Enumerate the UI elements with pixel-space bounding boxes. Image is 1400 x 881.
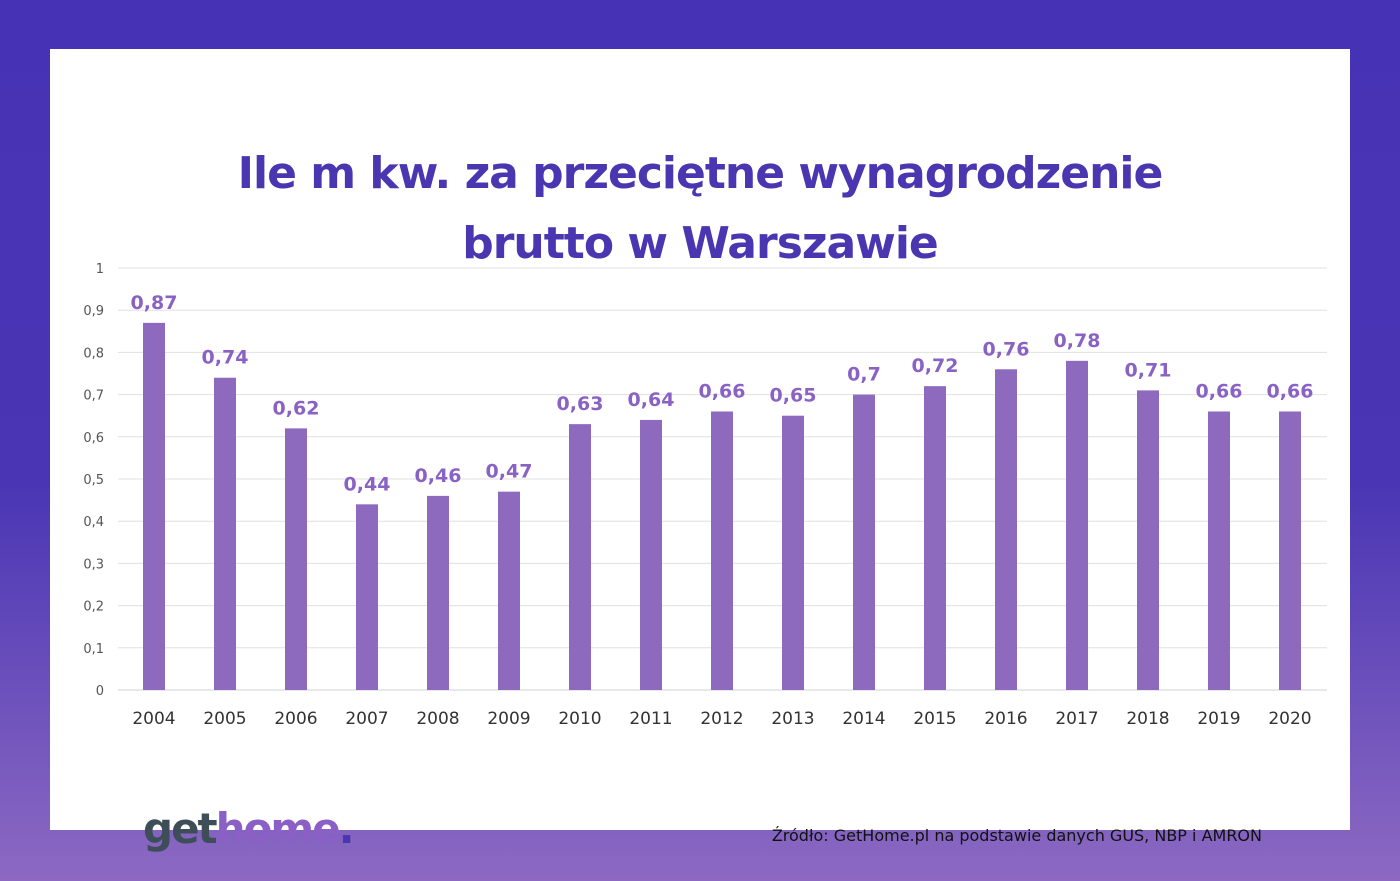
- bar: [569, 424, 591, 690]
- bar: [853, 394, 875, 690]
- bar: [711, 411, 733, 690]
- bar: [640, 419, 662, 690]
- data-label: 0,66: [1267, 380, 1314, 402]
- bar: [285, 428, 307, 690]
- data-label: 0,63: [557, 393, 604, 415]
- x-tick-label: 2012: [700, 709, 743, 729]
- x-tick-label: 2006: [274, 709, 317, 729]
- y-tick-label: 0,4: [83, 515, 104, 530]
- y-tick-label: 0,1: [83, 642, 104, 657]
- x-tick-label: 2011: [629, 709, 672, 729]
- bar: [1066, 360, 1088, 690]
- logo-part-home: home: [215, 804, 341, 853]
- x-tick-label: 2019: [1197, 709, 1240, 729]
- x-tick-label: 2013: [771, 709, 814, 729]
- bar: [1279, 411, 1301, 690]
- x-tick-label: 2007: [345, 709, 388, 729]
- data-label: 0,47: [486, 461, 533, 483]
- y-tick-label: 0,7: [83, 389, 104, 404]
- bar: [995, 369, 1017, 690]
- x-tick-label: 2004: [132, 709, 175, 729]
- data-label: 0,66: [699, 380, 746, 402]
- chart-title: Ile m kw. za przeciętne wynagrodzenie br…: [50, 139, 1350, 279]
- x-tick-label: 2015: [913, 709, 956, 729]
- x-tick-label: 2017: [1055, 709, 1098, 729]
- chart-panel: Ile m kw. za przeciętne wynagrodzenie br…: [50, 49, 1350, 853]
- y-tick-label: 0,5: [83, 473, 104, 488]
- x-tick-label: 2020: [1268, 709, 1311, 729]
- x-tick-label: 2008: [416, 709, 459, 729]
- bar: [782, 415, 804, 690]
- logo-part-dot: .: [338, 804, 355, 853]
- source-note: Źródło: GetHome.pl na podstawie danych G…: [771, 826, 1262, 845]
- y-tick-label: 1: [96, 262, 104, 277]
- bar: [214, 377, 236, 690]
- x-tick-label: 2009: [487, 709, 530, 729]
- y-tick-label: 0: [96, 684, 104, 699]
- x-tick-label: 2018: [1126, 709, 1169, 729]
- y-tick-label: 0,3: [83, 557, 104, 572]
- gethome-logo: gethome.: [143, 804, 355, 853]
- bar: [427, 495, 449, 690]
- data-label: 0,72: [912, 355, 959, 377]
- x-tick-label: 2005: [203, 709, 246, 729]
- x-tick-label: 2014: [842, 709, 885, 729]
- logo-part-get: get: [143, 804, 218, 853]
- data-label: 0,74: [202, 347, 249, 369]
- y-tick-label: 0,6: [83, 431, 104, 446]
- y-tick-label: 0,2: [83, 600, 104, 615]
- data-label: 0,78: [1054, 330, 1101, 352]
- data-label: 0,44: [344, 473, 391, 495]
- data-label: 0,62: [273, 397, 320, 419]
- data-label: 0,64: [628, 389, 675, 411]
- y-tick-label: 0,9: [83, 304, 104, 319]
- data-label: 0,66: [1196, 380, 1243, 402]
- data-label: 0,87: [131, 292, 178, 314]
- bar: [143, 322, 165, 690]
- title-line-2: brutto w Warszawie: [462, 218, 939, 269]
- data-label: 0,65: [770, 385, 817, 407]
- bar: [924, 386, 946, 690]
- x-tick-label: 2016: [984, 709, 1027, 729]
- title-line-1: Ile m kw. za przeciętne wynagrodzenie: [237, 148, 1164, 199]
- data-label: 0,76: [983, 338, 1030, 360]
- y-tick-label: 0,8: [83, 346, 104, 361]
- data-label: 0,46: [415, 465, 462, 487]
- bar: [1137, 390, 1159, 690]
- bar: [356, 504, 378, 690]
- bar: [1208, 411, 1230, 690]
- data-label: 0,71: [1125, 359, 1172, 381]
- x-tick-label: 2010: [558, 709, 601, 729]
- bar: [498, 491, 520, 690]
- data-label: 0,7: [847, 364, 881, 386]
